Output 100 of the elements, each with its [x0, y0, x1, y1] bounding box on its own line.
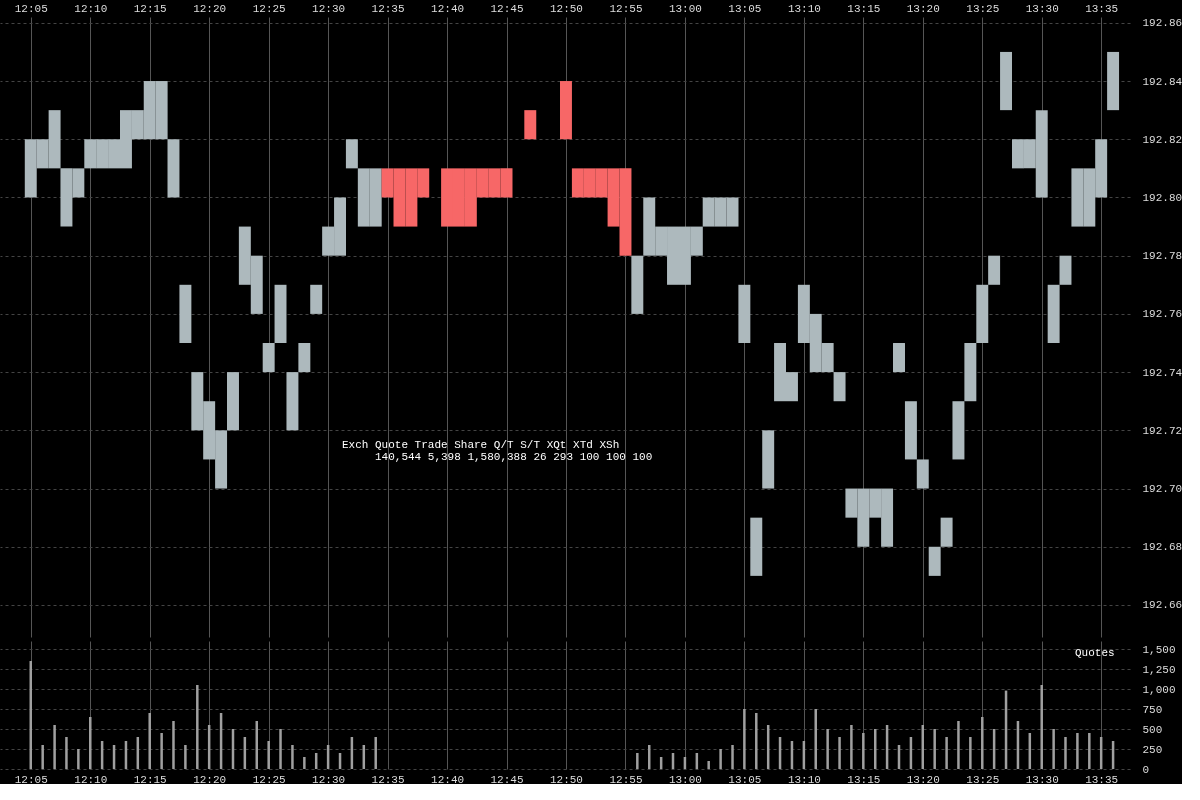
- bar: [227, 372, 239, 431]
- bar: [940, 517, 953, 547]
- x-tick-label: 12:30: [312, 2, 346, 15]
- y-tick-label: 192.70: [1142, 483, 1183, 496]
- bar: [262, 343, 275, 373]
- bar: [636, 753, 639, 769]
- x-tick-label: 12:20: [193, 2, 227, 15]
- bar: [731, 745, 734, 769]
- x-tick-label: 13:05: [728, 2, 762, 15]
- y-tick-label: 192.78: [1142, 250, 1183, 263]
- bar: [303, 757, 306, 769]
- x-tick-label: 13:30: [1025, 773, 1059, 786]
- bar: [1088, 733, 1091, 769]
- bar: [267, 741, 270, 769]
- x-tick-label: 13:25: [966, 773, 1000, 786]
- y-tick-label: 192.86: [1142, 17, 1183, 30]
- x-tick-label: 13:00: [668, 773, 702, 786]
- y-tick-label: 192.66: [1142, 599, 1183, 612]
- bar: [707, 761, 710, 769]
- bar: [1000, 51, 1013, 111]
- bar: [1107, 51, 1120, 111]
- bar: [893, 343, 905, 373]
- x-tick-label: 12:05: [14, 2, 48, 15]
- bar: [631, 255, 644, 314]
- bar: [196, 685, 199, 769]
- annotation: Exch Quote Trade Share Q/T S/T XQt XTd XSh: [342, 439, 620, 451]
- bar: [755, 713, 758, 769]
- y-tick-label: 750: [1142, 703, 1163, 716]
- x-tick-label: 12:25: [252, 773, 286, 786]
- bar: [53, 725, 56, 769]
- bar: [279, 729, 282, 769]
- x-tick-label: 12:40: [431, 773, 465, 786]
- x-tick-label: 12:30: [312, 773, 346, 786]
- bar: [964, 343, 977, 402]
- annotation: Quotes: [1075, 647, 1115, 659]
- x-tick-label: 12:45: [490, 2, 524, 15]
- x-tick-label: 12:10: [74, 2, 108, 15]
- bar: [179, 284, 192, 344]
- bar: [148, 713, 151, 769]
- bar: [1047, 284, 1060, 344]
- y-tick-label: 192.84: [1142, 75, 1183, 88]
- x-tick-label: 12:35: [371, 773, 405, 786]
- bar: [345, 139, 358, 169]
- bar: [957, 721, 960, 769]
- bar: [184, 745, 187, 769]
- bar: [298, 343, 311, 373]
- bar: [1052, 729, 1055, 769]
- x-tick-label: 13:15: [847, 2, 881, 15]
- bar: [291, 745, 294, 769]
- x-tick-label: 12:45: [490, 773, 524, 786]
- x-tick-label: 13:05: [728, 773, 762, 786]
- y-tick-label: 250: [1142, 743, 1163, 756]
- bar: [89, 717, 92, 769]
- bar: [41, 745, 44, 769]
- x-tick-label: 13:10: [787, 2, 821, 15]
- x-tick-label: 13:35: [1085, 773, 1119, 786]
- bar: [988, 255, 1001, 285]
- x-tick-label: 13:35: [1085, 2, 1119, 15]
- y-tick-label: 1,000: [1142, 683, 1176, 696]
- bar: [928, 546, 941, 576]
- bar: [952, 401, 965, 460]
- bar: [862, 733, 865, 769]
- x-tick-label: 12:35: [371, 2, 405, 15]
- bar: [743, 709, 746, 769]
- x-tick-label: 12:05: [14, 773, 48, 786]
- bar: [77, 749, 80, 769]
- x-tick-label: 12:15: [133, 773, 167, 786]
- x-tick-label: 13:20: [906, 2, 940, 15]
- y-tick-label: 192.68: [1142, 541, 1183, 554]
- x-tick-label: 13:15: [847, 773, 881, 786]
- bar: [374, 737, 377, 769]
- bar: [65, 737, 68, 769]
- bar: [933, 729, 936, 769]
- bar: [1059, 255, 1072, 285]
- x-tick-label: 13:10: [787, 773, 821, 786]
- bar: [981, 717, 984, 769]
- x-tick-label: 13:25: [966, 2, 1000, 15]
- bar: [719, 749, 722, 769]
- bar: [904, 401, 917, 460]
- x-tick-label: 12:55: [609, 2, 643, 15]
- bar: [916, 459, 929, 489]
- x-tick-label: 12:20: [193, 773, 227, 786]
- bar: [1040, 685, 1043, 769]
- x-tick-label: 13:30: [1025, 2, 1059, 15]
- x-tick-label: 12:15: [133, 2, 167, 15]
- annotation: 140,544 5,398 1,580,388 26 293 100 100 100: [375, 451, 653, 463]
- x-tick-label: 13:20: [906, 773, 940, 786]
- bar: [738, 284, 751, 344]
- bar: [976, 284, 989, 344]
- bar: [160, 733, 163, 769]
- bar: [826, 729, 829, 769]
- y-tick-label: 192.72: [1142, 424, 1183, 437]
- bar: [286, 372, 299, 431]
- x-tick-label: 12:50: [549, 2, 583, 15]
- x-tick-label: 12:55: [609, 773, 643, 786]
- bar: [814, 709, 817, 769]
- bar: [750, 517, 763, 576]
- bar: [762, 430, 775, 489]
- bar: [559, 81, 572, 140]
- bar: [172, 721, 175, 769]
